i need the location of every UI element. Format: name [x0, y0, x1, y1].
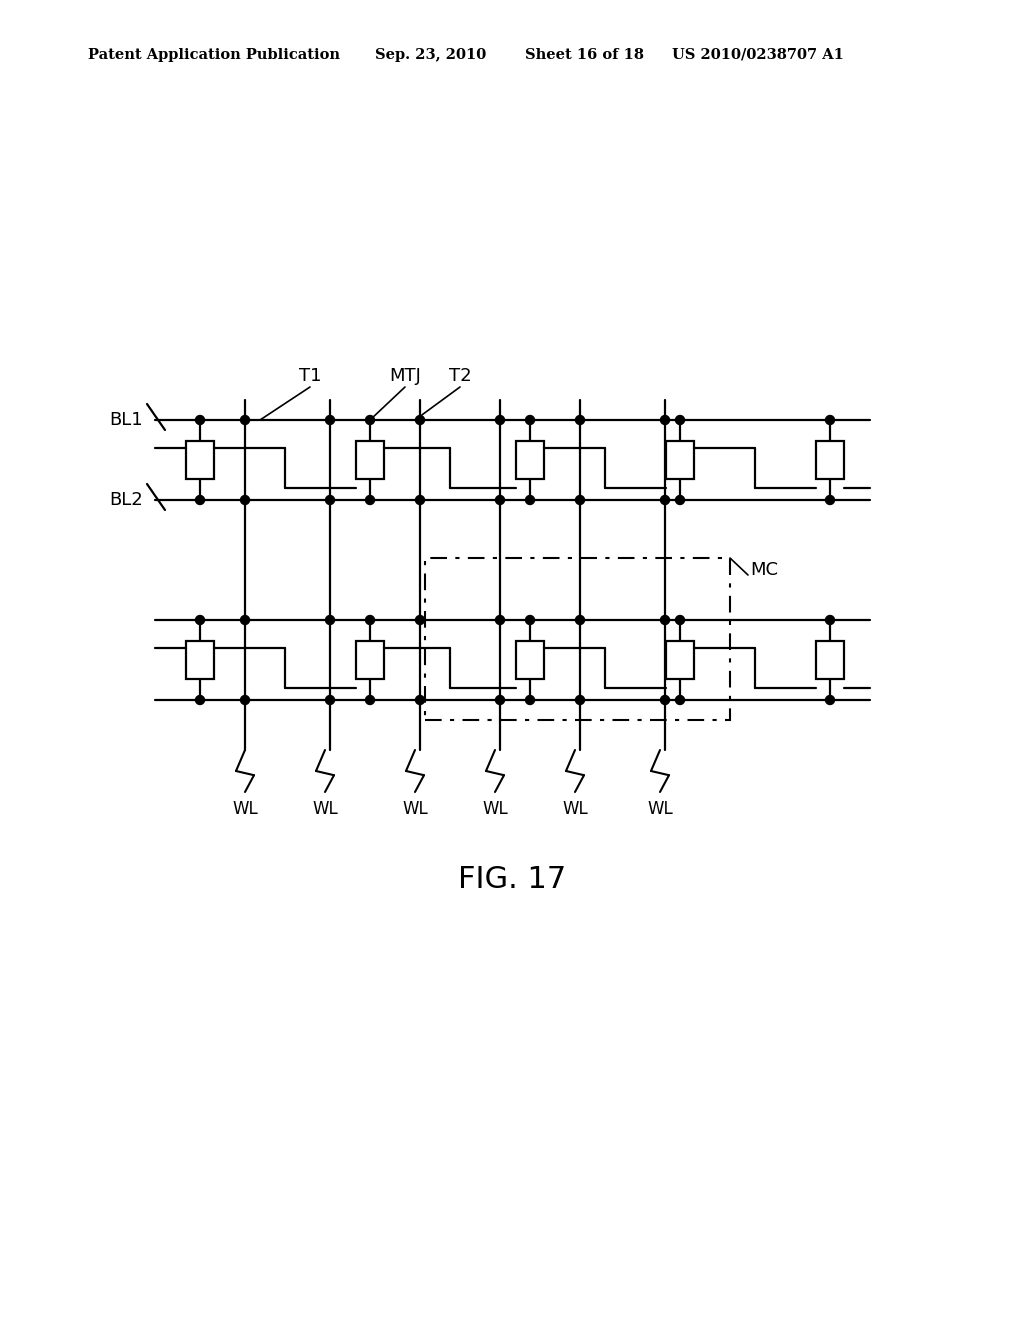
Circle shape	[196, 696, 205, 705]
Circle shape	[660, 416, 670, 425]
Circle shape	[575, 495, 585, 504]
Bar	[356, 642, 384, 678]
Text: BL1: BL1	[110, 411, 143, 429]
Text: US 2010/0238707 A1: US 2010/0238707 A1	[672, 48, 844, 62]
Circle shape	[496, 696, 505, 705]
Text: Sheet 16 of 18: Sheet 16 of 18	[525, 48, 644, 62]
Circle shape	[825, 696, 835, 705]
Circle shape	[676, 696, 684, 705]
Bar	[666, 441, 694, 479]
Text: WL: WL	[562, 800, 588, 818]
Text: WL: WL	[312, 800, 338, 818]
Bar	[356, 441, 384, 479]
Circle shape	[496, 416, 505, 425]
Bar	[516, 441, 544, 479]
Circle shape	[825, 615, 835, 624]
Circle shape	[366, 615, 375, 624]
Text: Patent Application Publication: Patent Application Publication	[88, 48, 340, 62]
Circle shape	[241, 416, 250, 425]
Circle shape	[660, 696, 670, 705]
Text: MC: MC	[750, 561, 778, 579]
Circle shape	[366, 495, 375, 504]
Circle shape	[196, 416, 205, 425]
Circle shape	[660, 615, 670, 624]
Circle shape	[676, 615, 684, 624]
Circle shape	[525, 416, 535, 425]
Text: WL: WL	[402, 800, 428, 818]
Text: T2: T2	[449, 367, 471, 385]
Circle shape	[196, 495, 205, 504]
Circle shape	[241, 696, 250, 705]
Text: WL: WL	[482, 800, 508, 818]
Circle shape	[496, 495, 505, 504]
Circle shape	[366, 696, 375, 705]
Circle shape	[416, 416, 425, 425]
Circle shape	[366, 416, 375, 425]
Circle shape	[575, 416, 585, 425]
Circle shape	[241, 615, 250, 624]
Bar	[425, 558, 730, 719]
Text: T1: T1	[299, 367, 322, 385]
Text: FIG. 17: FIG. 17	[458, 866, 566, 895]
Circle shape	[416, 495, 425, 504]
Circle shape	[525, 495, 535, 504]
Circle shape	[676, 495, 684, 504]
Circle shape	[326, 696, 335, 705]
Circle shape	[196, 615, 205, 624]
Text: BL2: BL2	[110, 491, 143, 510]
Circle shape	[496, 615, 505, 624]
Text: WL: WL	[647, 800, 673, 818]
Bar	[516, 642, 544, 678]
Circle shape	[525, 615, 535, 624]
Circle shape	[416, 615, 425, 624]
Circle shape	[525, 696, 535, 705]
Circle shape	[660, 495, 670, 504]
Circle shape	[326, 495, 335, 504]
Bar	[186, 441, 214, 479]
Bar	[186, 642, 214, 678]
Text: MTJ: MTJ	[389, 367, 421, 385]
Circle shape	[575, 615, 585, 624]
Bar	[666, 642, 694, 678]
Circle shape	[416, 696, 425, 705]
Text: Sep. 23, 2010: Sep. 23, 2010	[375, 48, 486, 62]
Circle shape	[241, 495, 250, 504]
Circle shape	[676, 416, 684, 425]
Text: WL: WL	[232, 800, 258, 818]
Circle shape	[825, 416, 835, 425]
Circle shape	[825, 495, 835, 504]
Bar	[816, 642, 844, 678]
Circle shape	[326, 416, 335, 425]
Circle shape	[575, 696, 585, 705]
Circle shape	[326, 615, 335, 624]
Bar	[816, 441, 844, 479]
